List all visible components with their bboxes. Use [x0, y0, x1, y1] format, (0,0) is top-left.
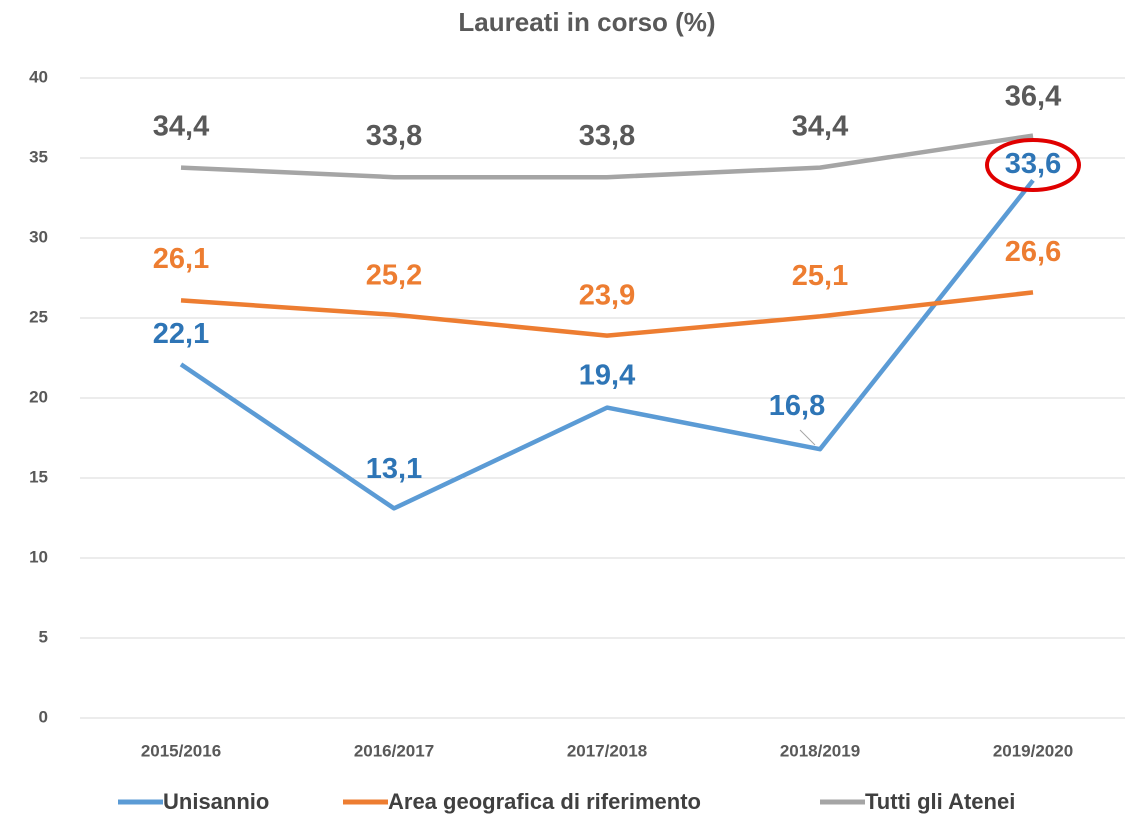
data-label: 26,6 — [1005, 236, 1061, 268]
data-label: 25,1 — [792, 260, 848, 292]
x-tick-label: 2017/2018 — [567, 741, 647, 760]
highlight-circle — [985, 138, 1081, 192]
data-label: 26,1 — [153, 243, 209, 275]
x-tick-label: 2016/2017 — [354, 741, 434, 760]
y-tick-label: 5 — [39, 627, 48, 646]
data-label: 22,1 — [153, 318, 209, 350]
y-tick-label: 35 — [29, 147, 48, 166]
data-label: 25,2 — [366, 259, 422, 291]
data-label: 19,4 — [579, 359, 635, 391]
data-label: 33,8 — [366, 120, 422, 152]
y-tick-label: 30 — [29, 227, 48, 246]
y-tick-label: 0 — [39, 707, 48, 726]
y-tick-label: 40 — [29, 67, 48, 86]
chart-title: Laureati in corso (%) — [458, 7, 715, 37]
data-label: 23,9 — [579, 279, 635, 311]
series-line — [180, 133, 1034, 180]
series-line — [179, 179, 1035, 511]
y-tick-label: 10 — [29, 547, 48, 566]
y-tick-label: 20 — [29, 387, 48, 406]
y-tick-label: 15 — [29, 467, 48, 486]
legend-label: Area geografica di riferimento — [388, 789, 701, 814]
legend-label: Unisannio — [163, 789, 269, 814]
data-label: 34,4 — [153, 110, 209, 142]
data-label: 33,8 — [579, 120, 635, 152]
data-label: 34,4 — [792, 110, 848, 142]
data-label: 33,6 — [1005, 148, 1061, 180]
data-label: 16,8 — [769, 390, 825, 422]
data-label: 36,4 — [1005, 80, 1061, 112]
legend-label: Tutti gli Atenei — [865, 789, 1015, 814]
x-tick-label: 2018/2019 — [780, 741, 860, 760]
y-tick-label: 25 — [29, 307, 48, 326]
data-label: 13,1 — [366, 453, 422, 485]
x-tick-label: 2019/2020 — [993, 741, 1073, 760]
leader-line — [799, 429, 816, 446]
series-line — [180, 290, 1034, 338]
x-tick-label: 2015/2016 — [141, 741, 221, 760]
